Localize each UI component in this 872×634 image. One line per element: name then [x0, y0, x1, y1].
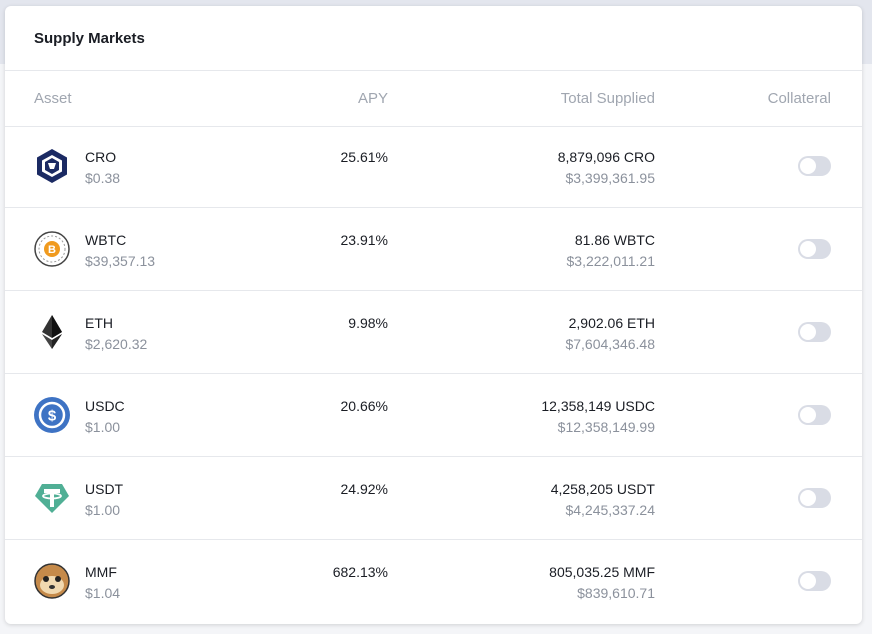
asset-icon	[34, 480, 70, 516]
apy: 23.91%	[340, 232, 388, 248]
market-row: CRO $0.38 25.61% 8,879,096 CRO $3,399,361.95	[5, 125, 862, 208]
column-header: Total Supplied	[560, 90, 655, 107]
asset-icon: $	[34, 397, 70, 433]
total-supplied: 12,358,149 USDC	[541, 398, 655, 414]
asset-price: $1.04	[85, 585, 121, 601]
asset-price: $1.00	[85, 502, 121, 518]
asset-icon	[34, 148, 70, 184]
asset-name: MMF	[85, 564, 117, 580]
total-supplied-usd: $839,610.71	[577, 585, 655, 601]
collateral-toggle[interactable]	[798, 571, 831, 591]
asset-price: $0.38	[85, 170, 121, 186]
total-supplied-usd: $4,245,337.24	[565, 502, 655, 518]
market-row: $ USDC $1.00 20.66% 12,358,149 USDC $12,358,1…	[5, 374, 862, 457]
card-title: Supply Markets	[34, 30, 145, 47]
total-supplied: 81.86 WBTC	[574, 232, 655, 248]
apy: 24.92%	[340, 481, 388, 497]
market-row: USDT $1.00 24.92% 4,258,205 USDT $4,245,337.…	[5, 457, 862, 540]
total-supplied: 4,258,205 USDT	[550, 481, 655, 497]
supply-markets-card: Supply Markets Asset APY Total Supplied …	[5, 6, 862, 624]
asset-icon	[34, 563, 70, 599]
apy: 25.61%	[340, 149, 388, 165]
apy: 682.13%	[332, 564, 388, 580]
apy: 20.66%	[340, 398, 388, 414]
collateral-toggle[interactable]	[798, 239, 831, 259]
total-supplied-usd: $3,399,361.95	[565, 170, 655, 186]
asset-name: USDC	[85, 398, 125, 414]
asset-icon	[34, 314, 70, 350]
market-row: B WBTC $39,357.13 23.91% 81.86 WBTC $3,222,01…	[5, 208, 862, 291]
table-header: Asset APY Total Supplied Collateral	[5, 70, 862, 127]
column-header: APY	[357, 90, 388, 107]
total-supplied: 805,035.25 MMF	[549, 564, 655, 580]
column-header: Collateral	[767, 90, 831, 107]
collateral-toggle[interactable]	[798, 322, 831, 342]
collateral-toggle[interactable]	[798, 405, 831, 425]
apy: 9.98%	[348, 315, 388, 331]
asset-name: USDT	[85, 481, 124, 497]
svg-text:B: B	[48, 244, 56, 256]
collateral-toggle[interactable]	[798, 156, 831, 176]
total-supplied-usd: $12,358,149.99	[557, 419, 655, 435]
asset-name: ETH	[85, 315, 113, 331]
collateral-toggle[interactable]	[798, 488, 831, 508]
asset-price: $39,357.13	[85, 253, 156, 269]
total-supplied-usd: $3,222,011.21	[566, 253, 656, 269]
column-header: Asset	[34, 90, 72, 107]
asset-price: $2,620.32	[85, 336, 148, 352]
asset-name: CRO	[85, 149, 117, 165]
total-supplied: 2,902.06 ETH	[568, 315, 655, 331]
asset-name: WBTC	[85, 232, 127, 248]
market-row: ETH $2,620.32 9.98% 2,902.06 ETH $7,604,346.…	[5, 291, 862, 374]
asset-icon: B	[34, 231, 70, 267]
total-supplied-usd: $7,604,346.48	[565, 336, 655, 352]
asset-price: $1.00	[85, 419, 121, 435]
svg-text:$: $	[48, 408, 57, 425]
total-supplied: 8,879,096 CRO	[557, 149, 655, 165]
market-row: MMF $1.04 682.13% 805,035.25 MMF $839,610.71	[5, 540, 862, 622]
